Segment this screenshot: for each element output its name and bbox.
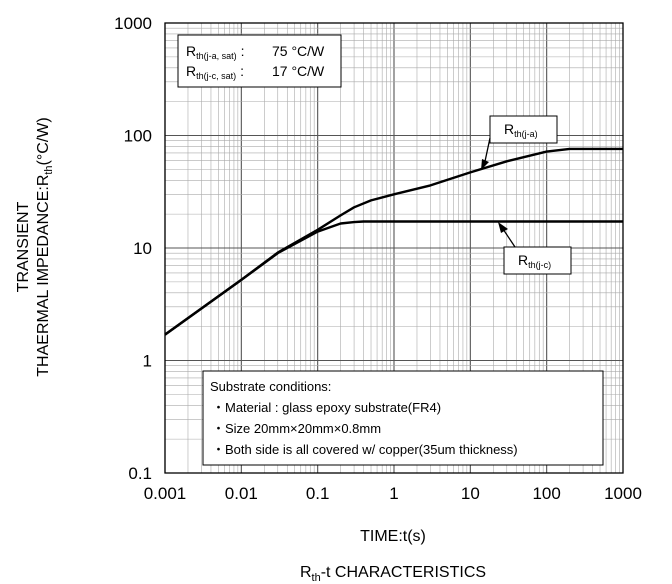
chart-caption: Rth-t CHARACTERISTICS xyxy=(300,564,486,584)
x-tick-label: 0.001 xyxy=(144,484,187,503)
x-tick-label: 1000 xyxy=(604,484,642,503)
conditions-box: Substrate conditions: ・Material : glass … xyxy=(202,370,604,466)
x-tick-label: 0.01 xyxy=(225,484,258,503)
x-tick-label: 10 xyxy=(461,484,480,503)
series-line-rth-jc xyxy=(164,220,623,336)
series-label-jc-arrow xyxy=(502,228,516,248)
conditions-item-material: ・Material : glass epoxy substrate(FR4) xyxy=(212,400,441,415)
conditions-title: Substrate conditions: xyxy=(210,379,331,394)
series-label-ja-text: Rth(j-a) xyxy=(504,121,538,139)
sat-row-jc-label: Rth(j-c, sat): xyxy=(186,63,244,81)
y-tick-label: 1000 xyxy=(114,14,152,33)
series-label-jc: Rth(j-c) xyxy=(503,246,572,275)
series-label-ja: Rth(j-a) xyxy=(489,115,558,144)
series-label-jc-text: Rth(j-c) xyxy=(518,252,551,270)
conditions-item-size: ・Size 20mm×20mm×0.8mm xyxy=(212,421,381,436)
x-tick-label: 0.1 xyxy=(306,484,330,503)
conditions-box-frame xyxy=(202,370,604,466)
series-label-jc-arrowhead xyxy=(498,222,508,233)
x-tick-label: 100 xyxy=(532,484,560,503)
x-tick-label: 1 xyxy=(389,484,398,503)
series-label-ja-arrowhead xyxy=(481,159,489,170)
saturation-box: Rth(j-a, sat): 75 °C/W Rth(j-c, sat): 17… xyxy=(177,34,342,88)
series-label-jc-frame xyxy=(503,246,572,275)
y-tick-label: 0.1 xyxy=(128,464,152,483)
y-axis-title-line2: THAERMAL IMPEDANCE:Rth(°C/W) xyxy=(35,117,55,376)
saturation-box-frame xyxy=(177,34,342,88)
y-axis-title: TRANSIENT THAERMAL IMPEDANCE:Rth(°C/W) xyxy=(15,117,55,376)
sat-row-jc-value: 17 °C/W xyxy=(272,63,325,79)
y-tick-label: 100 xyxy=(124,127,152,146)
sat-row-ja-value: 75 °C/W xyxy=(272,43,325,59)
conditions-item-copper: ・Both side is all covered w/ copper(35um… xyxy=(212,442,518,457)
sat-row-ja-label: Rth(j-a, sat): xyxy=(186,43,245,61)
tick-labels: 0.001 0.01 0.1 1 10 100 1000 0.1 1 10 100 1000 xyxy=(114,14,642,503)
y-axis-title-line1: TRANSIENT xyxy=(15,201,32,292)
x-axis-title: TIME:t(s) xyxy=(360,528,426,545)
y-tick-label: 10 xyxy=(133,239,152,258)
plot-frame xyxy=(164,22,624,474)
series-label-ja-frame xyxy=(489,115,558,144)
y-tick-label: 1 xyxy=(143,352,152,371)
series-lines xyxy=(164,147,623,336)
